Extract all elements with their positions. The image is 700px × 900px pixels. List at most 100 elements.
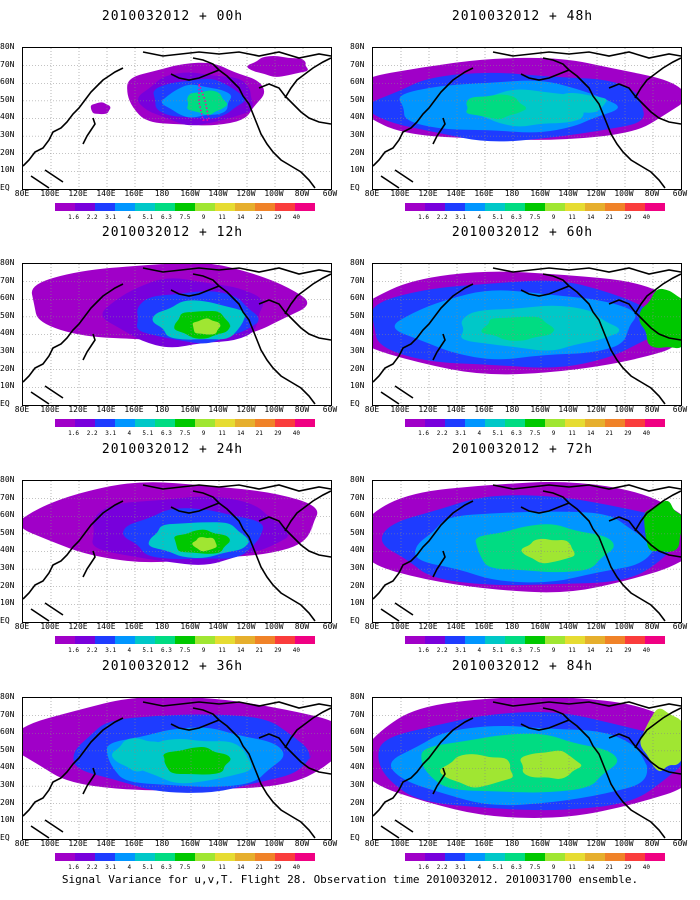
variance-contour [545,92,607,113]
colorbar-label: 9 [201,214,206,221]
coastline [608,83,681,125]
map-area [22,47,332,190]
colorbar-swatch [55,636,75,644]
lat-tick-label: 10N [0,165,15,175]
colorbar-label: 4 [127,430,132,437]
coastline [394,169,414,183]
colorbar-label: 14 [587,430,595,437]
colorbar-swatch [95,853,115,861]
colorbar [405,853,665,861]
colorbar-swatch [235,636,255,644]
colorbar-swatch [135,636,155,644]
colorbar-label: 21 [605,864,613,871]
coastline [23,67,124,167]
colorbar-swatch [255,636,275,644]
colorbar-label: 9 [551,214,556,221]
lat-tick-label: EQ [350,398,360,408]
colorbar-label: 4 [127,214,132,221]
lon-tick-label: 140E [446,189,466,198]
colorbar-label: 7.5 [529,647,541,654]
lon-tick-label: 60W [322,405,338,414]
colorbar-label: 11 [568,647,576,654]
colorbar-swatch [295,419,315,427]
colorbar [405,203,665,211]
lat-tick-label: 30N [350,130,365,139]
colorbar-label: 7.5 [529,864,541,871]
colorbar-swatch [645,636,665,644]
coastline [44,169,64,183]
map-panel: 2010032012 + 84h 80N 70N 60N 50N 40N 30N 20N 10N… [350,656,695,871]
lon-tick-label: 60W [672,622,688,631]
colorbar-swatch [75,203,95,211]
lon-tick-label: 140E [446,405,466,414]
coastline [634,57,681,99]
coastline [44,602,64,616]
coastline [30,175,50,189]
panel-title: 2010032012 + 00h [101,9,244,24]
lat-tick-label: 60N [0,77,15,87]
colorbar [55,419,315,427]
lon-tick-label: 160W [530,622,550,631]
lat-tick-label: 80N [0,475,15,484]
colorbar-label: 5.1 [142,864,154,871]
colorbar-label: 7.5 [179,430,191,437]
lon-tick-label: 100E [40,189,60,198]
colorbar [55,636,315,644]
lon-tick-label: 180 [504,622,520,631]
colorbar-label: 1.6 [418,647,429,654]
coastline [432,333,446,361]
coastline [394,385,414,399]
colorbar-swatch [115,203,135,211]
coastline [634,490,681,532]
colorbar-label: 11 [218,647,226,654]
lon-tick-label: 100E [40,405,60,414]
lon-tick-label: 80W [294,622,310,631]
lon-tick-label: 80E [14,622,30,631]
variance-contour [521,538,575,564]
panel-title: 2010032012 + 12h [101,225,244,240]
colorbar-label: 14 [237,430,245,437]
coastline [258,299,331,341]
colorbar-label: 40 [642,214,651,221]
colorbar-swatch [425,636,445,644]
lat-tick-label: 40N [0,328,15,338]
lon-tick-label: 180 [154,839,170,848]
colorbar-label: 1.6 [68,430,79,437]
colorbar-swatch [445,853,465,861]
colorbar-swatch [405,636,425,644]
lat-tick-label: 80N [350,42,365,51]
lon-tick-label: 80W [644,839,660,848]
lon-tick-label: 80E [14,839,30,848]
colorbar-label: 11 [218,430,226,437]
lon-tick-label: 80W [644,622,660,631]
colorbar-swatch [605,853,625,861]
coastline [170,502,220,514]
colorbar-label: 3.1 [105,864,117,871]
coastline [432,550,446,578]
colorbar-swatch [405,419,425,427]
colorbar-swatch [625,853,645,861]
lon-tick-label: 180 [154,405,170,414]
colorbar-swatch [255,203,275,211]
colorbar-label: 29 [274,430,282,437]
lat-tick-label: 50N [0,94,15,104]
variance-contour [643,500,681,552]
panel-title: 2010032012 + 72h [451,442,594,457]
coastline [520,69,570,81]
lon-tick-label: 80W [294,189,310,198]
lat-tick-label: 80N [350,692,365,701]
colorbar-labels: 1.6 2.2 3.1 4 5.1 6.3 7.5 9 11 14 21 29 40 [405,864,665,873]
colorbar [405,419,665,427]
colorbar-label: 2.2 [86,647,98,654]
lat-tick-label: 20N [0,580,15,590]
colorbar-swatch [135,419,155,427]
colorbar-swatch [295,636,315,644]
map-panel: 2010032012 + 60h 80N 70N 60N 50N 40N 30N 20N 10N… [350,222,695,437]
lon-tick-label: 80W [294,839,310,848]
lon-tick-label: 160E [124,405,144,414]
colorbar-swatch [195,203,215,211]
colorbar-swatch [275,853,295,861]
colorbar-label: 2.2 [436,864,448,871]
colorbar-label: 7.5 [179,864,191,871]
lon-tick-label: 100E [390,839,410,848]
